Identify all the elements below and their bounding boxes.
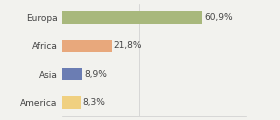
Bar <box>62 11 202 24</box>
Text: 8,3%: 8,3% <box>83 98 106 107</box>
Text: 8,9%: 8,9% <box>84 70 107 79</box>
Bar <box>62 96 81 109</box>
Text: 60,9%: 60,9% <box>204 13 233 22</box>
Bar <box>62 40 112 52</box>
Bar <box>62 68 82 80</box>
Text: 21,8%: 21,8% <box>114 41 142 50</box>
